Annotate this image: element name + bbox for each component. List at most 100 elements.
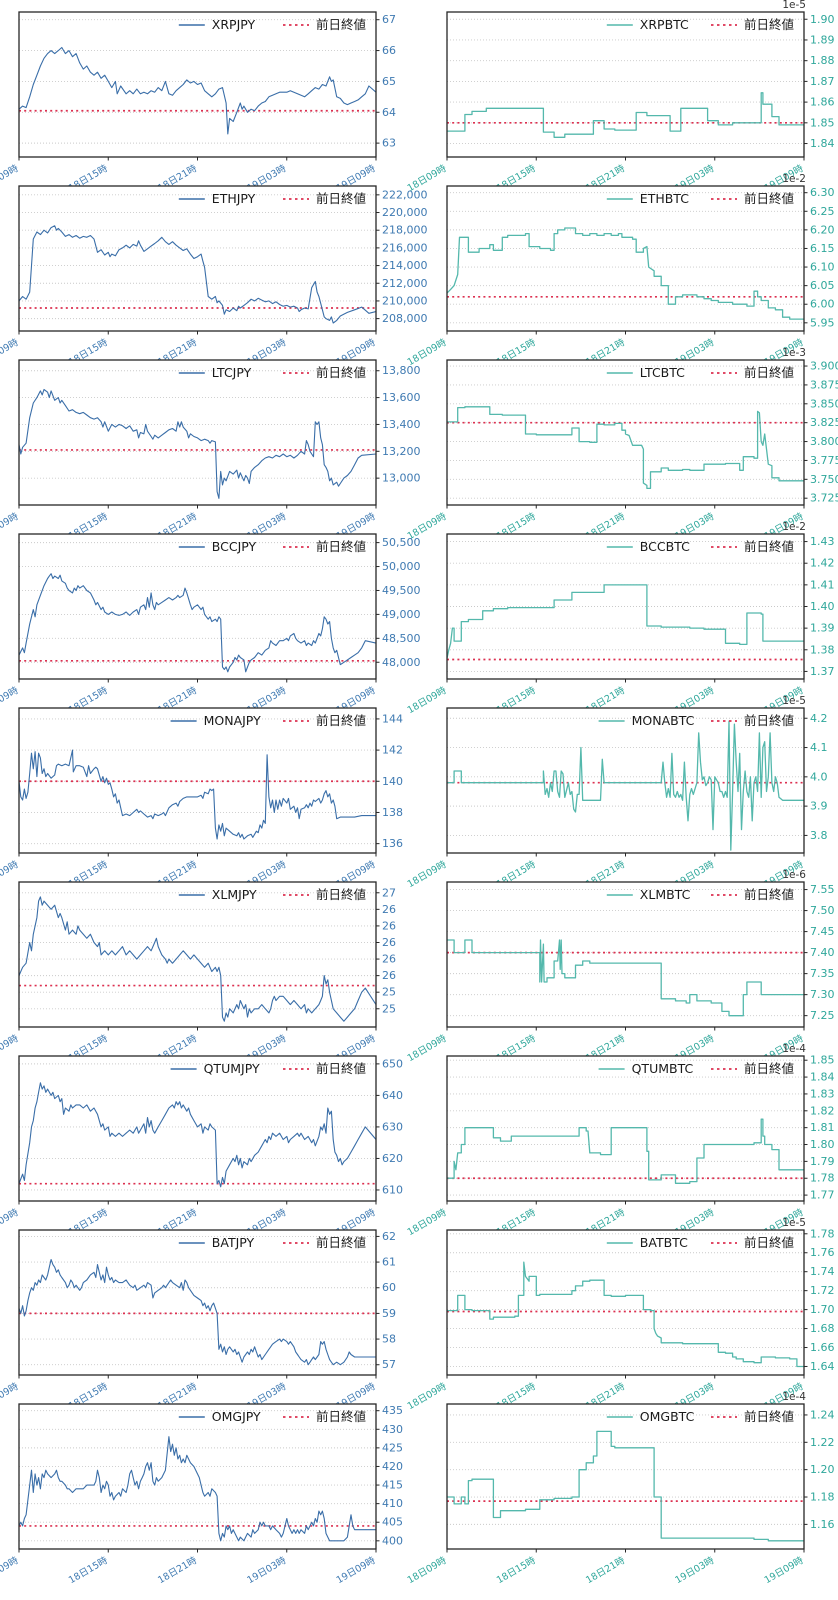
legend-pair-label: XRPBTC	[640, 17, 689, 32]
plot-area	[19, 1404, 376, 1549]
x-tick-label: 18日15時	[495, 1555, 538, 1586]
y-tick-label: 1.68	[810, 1322, 835, 1335]
price-line	[447, 584, 804, 659]
y-tick-label: 3.8	[810, 829, 828, 842]
y-tick-label: 65	[382, 75, 396, 88]
chart-cell-XRPJPY: 63 64 65 66 67 18日09時 18日15時 18日21時 19日03時 19日09時…	[0, 0, 419, 194]
gridlines	[447, 1233, 804, 1367]
y-tick-label: 7.40	[810, 946, 835, 959]
price-line	[447, 406, 804, 490]
y-tick-label: 1.79	[810, 1155, 835, 1168]
x-tick-label: 18日21時	[584, 1555, 627, 1586]
y-tick-label: 1.89	[810, 33, 835, 46]
legend: OMGBTC 前日終値	[606, 1409, 794, 1424]
y-tick-label: 1.88	[810, 54, 835, 67]
y-axis: 3.8 3.9 4.0 4.1 4.2	[804, 712, 828, 842]
y-tick-label: 48,500	[382, 632, 421, 645]
axis-offset-label: 1e-5	[782, 0, 806, 11]
legend: BATBTC 前日終値	[606, 1235, 794, 1250]
y-tick-label: 1.82	[810, 1104, 835, 1117]
legend: BCCBTC 前日終値	[606, 539, 794, 554]
y-tick-label: 640	[382, 1089, 403, 1102]
chart-cell-XLMJPY: 25 25 26 26 26 26 26 27 18日09時 18日15時 18日21時 19日03時…	[0, 870, 419, 1064]
gridlines	[19, 892, 376, 1010]
y-tick-label: 26	[382, 969, 396, 982]
legend-prevclose-label: 前日終値	[316, 365, 366, 380]
x-tick-label: 19日09時	[335, 1555, 378, 1586]
price-line	[447, 1261, 804, 1368]
axis-offset-label: 1e-2	[782, 521, 806, 533]
y-tick-label: 13,400	[382, 418, 421, 431]
legend-prevclose-label: 前日終値	[316, 1235, 366, 1250]
legend-prevclose-label: 前日終値	[316, 1061, 366, 1076]
plot-area	[447, 882, 804, 1027]
y-tick-label: 140	[382, 775, 403, 788]
axis-offset-label: 1e-4	[782, 1043, 806, 1055]
y-tick-label: 1.83	[810, 1087, 835, 1100]
gridlines	[19, 194, 376, 320]
legend-pair-label: LTCJPY	[212, 365, 252, 380]
price-line	[447, 1430, 804, 1542]
chart-cell-BCCJPY: 48,000 48,500 49,000 49,500 50,000 50,500 18日0…	[0, 522, 421, 716]
chart-cell-QTUMJPY: 610 620 630 640 650 18日09時 18日15時 18日21時 19日03時 1…	[0, 1044, 419, 1238]
y-tick-label: 415	[382, 1479, 403, 1492]
gridlines	[19, 1063, 376, 1191]
y-axis: 48,000 48,500 49,000 49,500 50,000 50,500	[376, 536, 421, 669]
chart-cell-BCCBTC: 1e-2 1.37 1.38 1.39 1.40 1.41 1.42 1.43 18日09時 18…	[406, 521, 838, 716]
y-tick-label: 210,000	[382, 294, 428, 307]
price-line	[19, 1258, 376, 1366]
chart-cell-BATBTC: 1e-5 1.64 1.66 1.68 1.70 1.72 1.74 1.76 1.78 18日0…	[406, 1217, 838, 1412]
legend-prevclose-label: 前日終値	[316, 191, 366, 206]
legend: LTCJPY 前日終値	[178, 365, 366, 380]
y-axis: 136 138 140 142 144	[376, 712, 403, 850]
y-tick-label: 26	[382, 903, 396, 916]
y-axis: 25 25 26 26 26 26 26 27	[376, 886, 396, 1015]
y-tick-label: 1.87	[810, 75, 835, 88]
y-tick-label: 1.80	[810, 1138, 835, 1151]
chart-cell-MONABTC: 1e-5 3.8 3.9 4.0 4.1 4.2 18日09時 18日15時 18日21時 19日…	[406, 695, 838, 890]
plot-area	[19, 1056, 376, 1201]
y-tick-label: 6.00	[810, 298, 835, 311]
y-tick-label: 1.70	[810, 1303, 835, 1316]
y-tick-label: 1.72	[810, 1284, 835, 1297]
y-tick-label: 1.39	[810, 622, 835, 635]
price-line	[447, 939, 804, 1017]
y-tick-label: 27	[382, 886, 396, 899]
y-tick-label: 63	[382, 137, 396, 150]
y-tick-label: 1.43	[810, 535, 835, 548]
chart-LTCBTC: 1e-33.7253.7503.7753.8003.8253.8503.8753…	[406, 347, 838, 542]
y-tick-label: 1.86	[810, 96, 835, 109]
y-tick-label: 13,800	[382, 364, 421, 377]
legend-pair-label: BATJPY	[212, 1235, 255, 1250]
legend-pair-label: OMGBTC	[640, 1409, 695, 1424]
y-tick-label: 425	[382, 1441, 403, 1454]
y-axis: 1.77 1.78 1.79 1.80 1.81 1.82 1.83 1.84 1.85	[804, 1054, 835, 1202]
plot-area	[19, 360, 376, 505]
chart-cell-ETHJPY: 208,000 210,000 212,000 214,000 216,000 218,0…	[0, 174, 428, 368]
price-line	[19, 573, 376, 673]
plot-area	[19, 1230, 376, 1375]
legend-pair-label: QTUMJPY	[204, 1061, 260, 1076]
y-axis: 208,000 210,000 212,000 214,000 216,000 218,0…	[376, 188, 428, 325]
legend: OMGJPY 前日終値	[178, 1409, 366, 1424]
y-tick-label: 25	[382, 1002, 396, 1015]
axis-offset-label: 1e-4	[782, 1391, 806, 1403]
x-tick-label: 19日03時	[673, 1555, 716, 1586]
legend: XRPBTC 前日終値	[606, 17, 794, 32]
legend: BCCJPY 前日終値	[178, 539, 366, 554]
chart-cell-OMGBTC: 1e-4 1.16 1.18 1.20 1.22 1.24 18日09時 18日15時 18日2…	[406, 1391, 838, 1600]
y-tick-label: 214,000	[382, 259, 428, 272]
gridlines	[19, 542, 376, 663]
y-tick-label: 138	[382, 806, 403, 819]
y-tick-label: 49,500	[382, 584, 421, 597]
chart-cell-XRPBTC: 1e-5 1.84 1.85 1.86 1.87 1.88 1.89 1.90 18日09時 18…	[406, 0, 838, 194]
axis-offset-label: 1e-3	[782, 347, 806, 359]
y-tick-label: 1.64	[810, 1360, 835, 1373]
